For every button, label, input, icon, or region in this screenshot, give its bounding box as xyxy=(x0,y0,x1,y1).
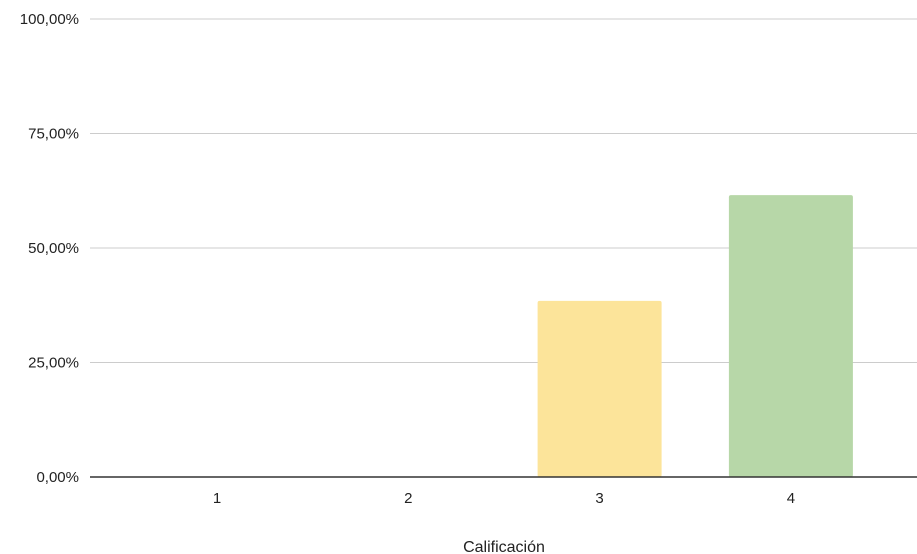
x-tick-label: 4 xyxy=(787,490,795,507)
y-tick-label: 100,00% xyxy=(20,11,79,28)
x-axis-title: Calificación xyxy=(463,539,545,554)
y-axis-ticks: 0,00% 25,00% 50,00% 75,00% 100,00% xyxy=(20,11,79,486)
x-tick-label: 1 xyxy=(213,490,221,507)
bars xyxy=(537,195,853,478)
y-tick-label: 25,00% xyxy=(28,355,79,372)
bar-3 xyxy=(537,300,662,477)
x-tick-label: 2 xyxy=(404,490,412,507)
y-tick-label: 75,00% xyxy=(28,126,79,143)
y-tick-label: 0,00% xyxy=(36,469,79,486)
bar-4 xyxy=(728,195,853,478)
y-tick-label: 50,00% xyxy=(28,240,79,257)
x-tick-label: 3 xyxy=(595,490,603,507)
x-axis-ticks: 1 2 3 4 xyxy=(213,490,795,507)
